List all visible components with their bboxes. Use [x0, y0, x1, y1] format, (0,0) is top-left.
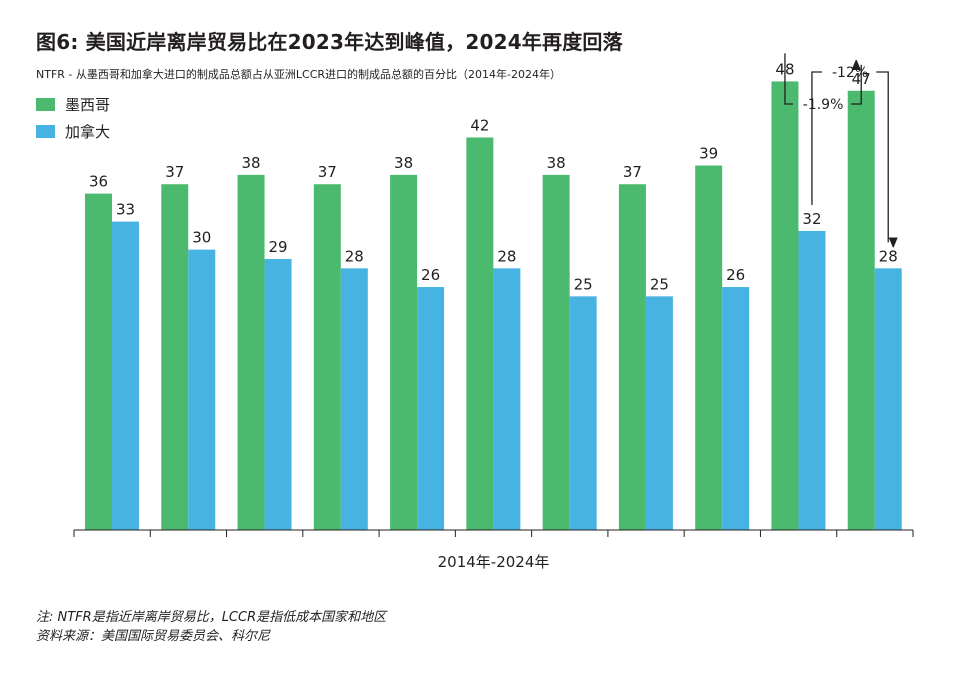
bar-mexico-7 [618, 184, 646, 530]
annotation-label-mexico-change: -1.9% [803, 97, 844, 113]
data-label-canada-7: 25 [650, 275, 669, 293]
bar-canada-10 [874, 268, 902, 530]
legend-label-mexico: 墨西哥 [65, 95, 111, 114]
chart-notes: 注: NTFR是指近岸离岸贸易比，LCCR是指低成本国家和地区 资料来源：美国国… [36, 608, 386, 646]
data-label-canada-0: 33 [116, 201, 135, 219]
data-label-mexico-6: 38 [547, 154, 566, 172]
bar-mexico-1 [161, 184, 189, 530]
bar-mexico-3 [313, 184, 341, 530]
data-label-mexico-5: 42 [470, 116, 489, 134]
legend-item-mexico: 墨西哥 [36, 94, 110, 114]
data-label-mexico-2: 38 [241, 154, 260, 172]
legend-swatch-canada [36, 124, 55, 138]
data-label-canada-10: 28 [879, 247, 898, 265]
bar-mexico-2 [237, 174, 265, 530]
data-label-canada-6: 25 [574, 275, 593, 293]
chart-title: 图6: 美国近岸离岸贸易比在2023年达到峰值，2024年再度回落 [36, 30, 623, 54]
bar-canada-6 [569, 296, 597, 530]
data-label-canada-5: 28 [497, 247, 516, 265]
legend-item-canada: 加拿大 [36, 121, 110, 141]
data-label-canada-8: 26 [726, 266, 745, 284]
legend-swatch-mexico [36, 97, 55, 111]
legend-label-canada: 加拿大 [65, 122, 111, 141]
data-label-canada-2: 29 [268, 238, 287, 256]
bar-canada-7 [645, 296, 673, 530]
data-label-mexico-1: 37 [165, 163, 184, 181]
bar-canada-9 [798, 230, 826, 531]
bar-canada-2 [264, 258, 292, 530]
annotation-bracket-canada-left [811, 71, 822, 205]
data-label-canada-9: 32 [802, 210, 821, 228]
bar-canada-1 [188, 249, 216, 531]
note-definition: 注: NTFR是指近岸离岸贸易比，LCCR是指低成本国家和地区 [36, 610, 387, 625]
annotation-label-canada-change: -12% [832, 65, 868, 81]
data-label-mexico-0: 36 [89, 173, 108, 191]
note-source: 资料来源：美国国际贸易委员会、科尔尼 [36, 629, 271, 644]
bar-mexico-8 [695, 165, 723, 530]
bar-mexico-9 [771, 81, 799, 530]
data-label-canada-3: 28 [345, 247, 364, 265]
data-label-mexico-3: 37 [318, 163, 337, 181]
bar-mexico-6 [542, 174, 570, 530]
annotation-arrow-mexico [851, 65, 862, 105]
bar-mexico-0 [85, 193, 112, 530]
data-label-canada-1: 30 [192, 229, 211, 247]
bar-canada-0 [112, 221, 139, 530]
x-axis-label: 2014年-2024年 [438, 553, 550, 571]
bar-canada-4 [417, 287, 445, 530]
data-label-mexico-4: 38 [394, 154, 413, 172]
bar-mexico-5 [466, 137, 494, 530]
data-label-mexico-8: 39 [699, 145, 718, 163]
annotation-bracket-mexico-left [784, 53, 793, 105]
bar-mexico-10 [847, 90, 875, 530]
data-label-canada-4: 26 [421, 266, 440, 284]
data-label-mexico-7: 37 [623, 163, 642, 181]
bar-canada-5 [493, 268, 521, 530]
bar-canada-8 [722, 287, 750, 530]
chart-subtitle: NTFR - 从墨西哥和加拿大进口的制成品总额占从亚洲LCCR进口的制成品总额的… [36, 68, 561, 81]
bar-canada-3 [340, 268, 368, 530]
annotation-arrow-canada [876, 71, 888, 242]
bar-mexico-4 [390, 174, 418, 530]
